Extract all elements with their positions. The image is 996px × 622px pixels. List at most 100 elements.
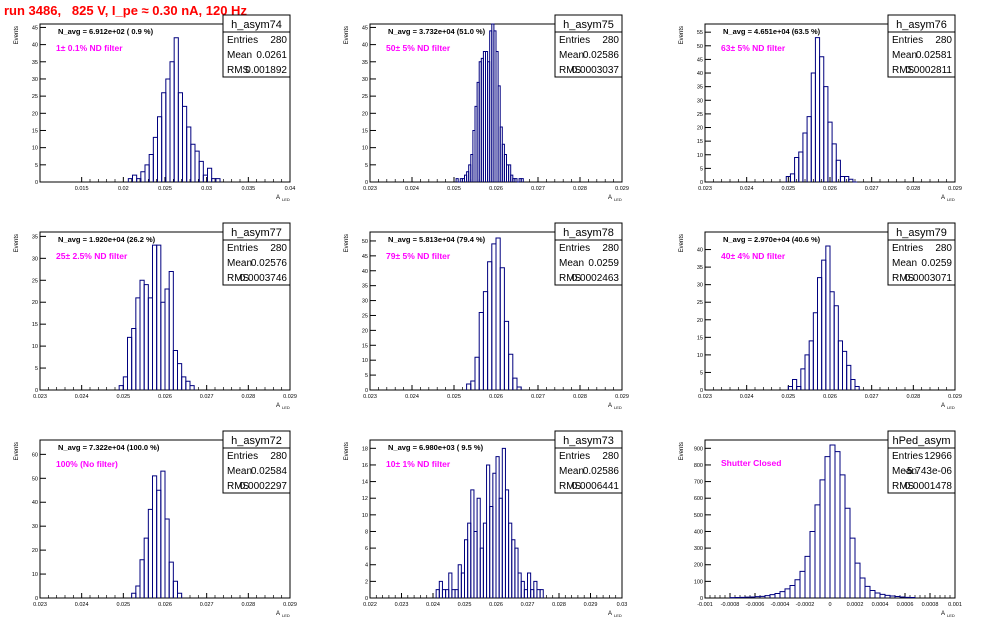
- y-axis-label: Events: [14, 442, 20, 460]
- x-axis-label: A: [608, 195, 612, 201]
- y-tick-label: 10: [32, 146, 38, 152]
- histogram-bin: [842, 350, 848, 390]
- histogram-bin: [152, 475, 158, 598]
- y-tick-label: 40: [32, 500, 38, 506]
- y-tick-label: 0: [35, 180, 38, 186]
- stat-value: 0.0002297: [240, 481, 288, 492]
- stat-value: 0.0003071: [905, 273, 953, 284]
- x-tick-label: 0.029: [283, 394, 297, 400]
- x-tick-label: 0.028: [906, 394, 920, 400]
- stat-label: Entries: [559, 243, 590, 254]
- x-axis-label: A: [941, 195, 945, 201]
- stat-label: Mean: [227, 258, 252, 269]
- x-tick-label: 0.028: [241, 394, 255, 400]
- y-tick-label: 16: [362, 463, 368, 469]
- stat-value: 280: [270, 451, 287, 462]
- y-tick-label: 5: [700, 166, 703, 172]
- y-tick-label: 20: [362, 328, 368, 334]
- y-tick-label: 10: [32, 572, 38, 578]
- x-axis-label: A: [276, 611, 280, 617]
- x-tick-label: 0.027: [531, 394, 545, 400]
- histogram-bin: [808, 340, 814, 390]
- histogram-bin: [846, 364, 852, 390]
- histogram-bin: [779, 591, 786, 598]
- histogram-bin: [834, 451, 841, 598]
- histogram-bin: [177, 92, 183, 182]
- x-tick-label: 0.024: [740, 186, 754, 192]
- stats-box: [887, 14, 956, 78]
- stat-label: RMS: [559, 65, 582, 76]
- y-tick-label: 35: [362, 284, 368, 290]
- stat-value: -5.743e-06: [904, 466, 953, 477]
- y-tick-label: 45: [362, 25, 368, 31]
- histogram-bin: [804, 354, 810, 390]
- y-tick-label: 25: [32, 94, 38, 100]
- y-tick-label: 5: [35, 163, 38, 169]
- histogram-bin: [172, 580, 178, 598]
- y-tick-label: 35: [697, 265, 703, 271]
- filter-label: 1± 0.1% ND filter: [56, 43, 123, 53]
- histogram-bin: [849, 537, 856, 598]
- filter-label: Shutter Closed: [721, 458, 781, 468]
- x-tick-label: -0.0004: [771, 602, 790, 608]
- histogram-name: h_asym76: [896, 19, 947, 31]
- stat-label: Mean: [559, 258, 584, 269]
- stat-label: RMS: [559, 273, 582, 284]
- histogram-bin: [152, 136, 158, 182]
- y-tick-label: 0: [365, 180, 368, 186]
- stats-box: [554, 222, 623, 286]
- y-tick-label: 20: [362, 111, 368, 117]
- histogram-bin: [508, 164, 512, 182]
- y-tick-label: 0: [365, 596, 368, 602]
- navg-label: N_avg = 3.732e+04 (51.0 %): [388, 27, 486, 36]
- histogram-bin: [787, 385, 793, 390]
- histogram-bin: [802, 132, 808, 182]
- y-tick-label: 50: [697, 44, 703, 50]
- histogram-bin: [514, 178, 518, 182]
- filter-label: 79± 5% ND filter: [386, 251, 451, 261]
- y-tick-label: 20: [32, 111, 38, 117]
- histogram-bin: [527, 572, 532, 598]
- y-tick-label: 30: [32, 256, 38, 262]
- y-tick-label: 45: [697, 57, 703, 63]
- y-tick-label: 40: [362, 43, 368, 49]
- y-tick-label: 10: [697, 153, 703, 159]
- x-tick-label: 0.026: [489, 186, 503, 192]
- filter-label: 10± 1% ND filter: [386, 459, 451, 469]
- histogram-bin: [168, 271, 174, 390]
- x-tick-label: 0.024: [75, 602, 89, 608]
- y-tick-label: 0: [35, 596, 38, 602]
- histogram-bin: [854, 562, 861, 598]
- histogram-name: h_asym77: [231, 227, 282, 239]
- histogram-bin: [829, 291, 835, 390]
- x-tick-label: 0: [828, 602, 831, 608]
- navg-label: N_avg = 4.651e+04 (63.5 %): [723, 27, 821, 36]
- histogram-bin: [809, 530, 816, 598]
- histogram-bin: [143, 284, 149, 390]
- histogram-bin: [789, 173, 796, 182]
- x-axis-label-subscript: LED: [614, 405, 622, 410]
- x-tick-label: 0.023: [698, 394, 712, 400]
- y-tick-label: 15: [697, 139, 703, 145]
- y-tick-label: 25: [697, 112, 703, 118]
- stat-label: Mean: [892, 258, 917, 269]
- stat-label: Mean: [559, 466, 584, 477]
- x-tick-label: 0.03: [617, 602, 628, 608]
- x-tick-label: 0.015: [75, 186, 89, 192]
- x-tick-label: 0.029: [615, 186, 629, 192]
- histogram-bin: [169, 61, 175, 182]
- x-tick-label: 0.027: [531, 186, 545, 192]
- histogram-bin: [165, 78, 171, 182]
- y-tick-label: 50: [362, 239, 368, 245]
- histogram-bin: [869, 590, 876, 598]
- histogram-bin: [499, 267, 505, 390]
- histogram-bin: [139, 559, 145, 598]
- stat-value: 280: [935, 35, 952, 46]
- y-tick-label: 50: [32, 476, 38, 482]
- stat-value: 280: [602, 243, 619, 254]
- y-tick-label: 15: [362, 343, 368, 349]
- histogram-bin: [147, 508, 153, 598]
- y-tick-label: 15: [697, 335, 703, 341]
- histogram-bin: [799, 570, 806, 598]
